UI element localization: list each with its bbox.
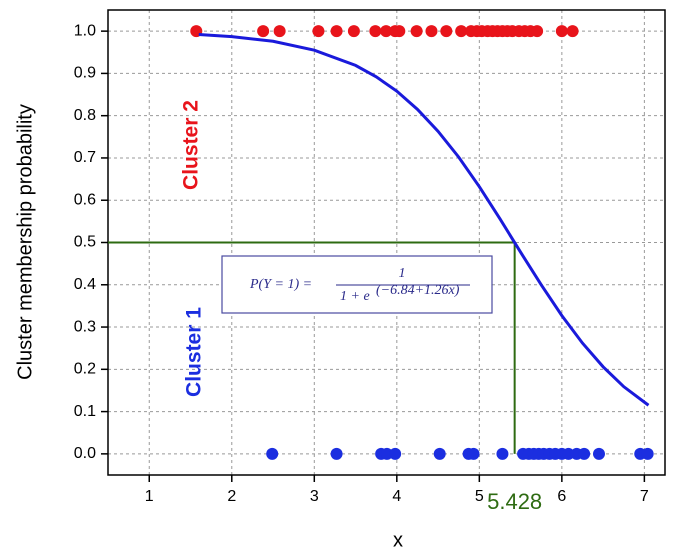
- data-point: [266, 447, 279, 460]
- y-tick-label: 0.6: [74, 191, 96, 208]
- data-point: [330, 447, 343, 460]
- data-point: [641, 447, 654, 460]
- data-point: [562, 447, 575, 460]
- data-point: [455, 25, 468, 38]
- x-tick-label: 4: [392, 488, 401, 505]
- cluster-label: Cluster 2: [180, 100, 203, 190]
- x-tick-label: 1: [145, 488, 154, 505]
- data-point: [393, 25, 406, 38]
- data-point: [555, 25, 568, 38]
- data-point: [496, 447, 509, 460]
- equation-lhs: P(Y = 1) =: [249, 277, 312, 292]
- y-tick-label: 1.0: [74, 22, 96, 39]
- y-tick-label: 0.2: [74, 361, 96, 378]
- data-point: [380, 447, 393, 460]
- y-tick-label: 0.8: [74, 107, 96, 124]
- data-point: [347, 25, 360, 38]
- data-point: [467, 447, 480, 460]
- data-point: [440, 25, 453, 38]
- data-point: [592, 447, 605, 460]
- data-point: [425, 25, 438, 38]
- x-tick-label: 7: [640, 488, 649, 505]
- threshold-label: 5.428: [487, 489, 542, 514]
- data-point: [273, 25, 286, 38]
- data-point: [389, 447, 402, 460]
- x-tick-label: 3: [310, 488, 319, 505]
- cluster-label: Cluster 1: [183, 307, 206, 397]
- data-point: [531, 25, 544, 38]
- y-tick-label: 0.1: [74, 403, 96, 420]
- data-point: [369, 25, 382, 38]
- data-point: [578, 447, 591, 460]
- x-axis-label: x: [393, 529, 403, 551]
- equation-numerator: 1: [399, 266, 406, 281]
- data-point: [330, 25, 343, 38]
- y-tick-label: 0.3: [74, 318, 96, 335]
- data-point: [410, 25, 423, 38]
- equation-exponent: (−6.84+1.26x): [376, 283, 460, 298]
- x-tick-label: 2: [227, 488, 236, 505]
- data-point: [380, 25, 393, 38]
- y-tick-label: 0.9: [74, 65, 96, 82]
- data-point: [566, 25, 579, 38]
- y-tick-label: 0.7: [74, 149, 96, 166]
- data-point: [257, 25, 270, 38]
- x-tick-label: 5: [475, 488, 484, 505]
- y-tick-label: 0.0: [74, 445, 96, 462]
- data-point: [312, 25, 325, 38]
- y-axis-label: Cluster membership probability: [14, 104, 36, 380]
- y-tick-label: 0.5: [74, 234, 96, 251]
- y-tick-label: 0.4: [74, 276, 96, 293]
- x-tick-label: 6: [557, 488, 566, 505]
- equation-denominator: 1 + e: [340, 289, 370, 304]
- logistic-curve: [198, 33, 650, 407]
- data-point: [433, 447, 446, 460]
